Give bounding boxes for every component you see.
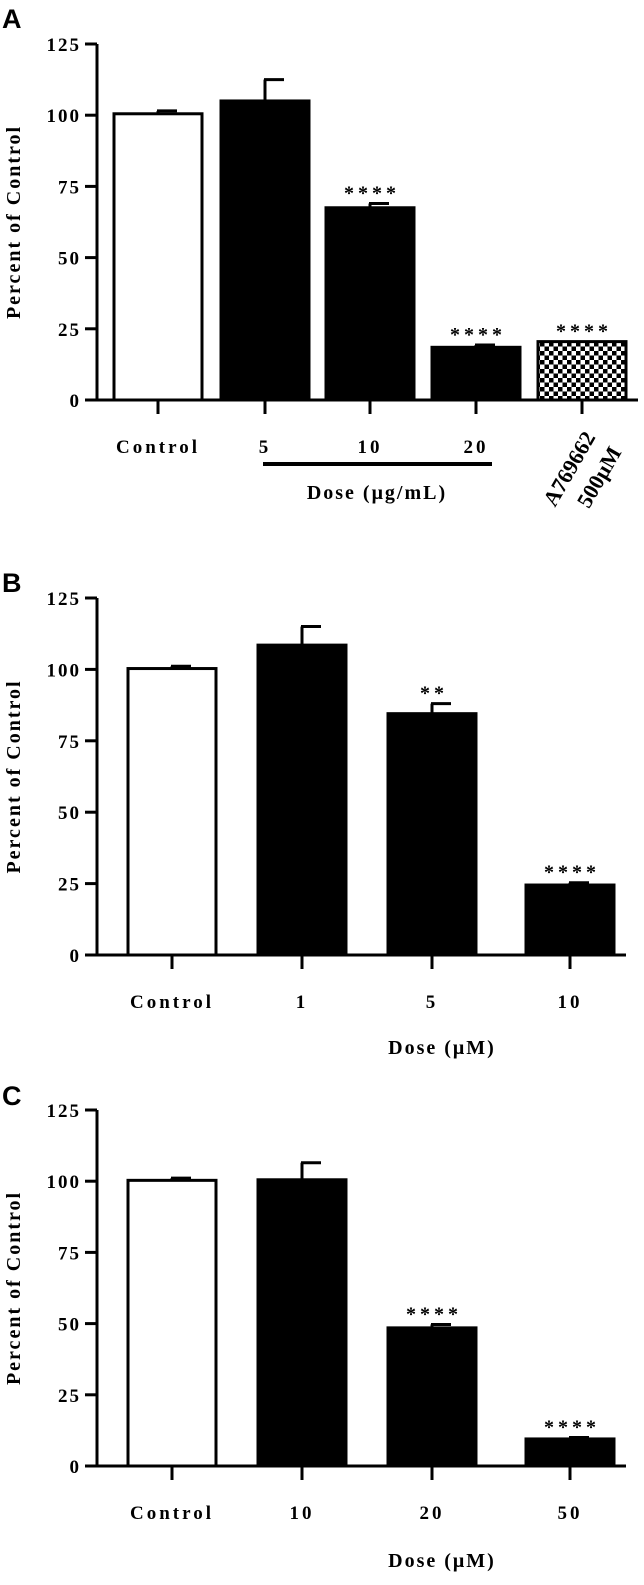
y-tick-label: 75 (58, 732, 81, 753)
y-tick-label: 50 (58, 803, 81, 824)
significance-label: **** (544, 862, 600, 884)
y-tick-label: 50 (58, 1315, 81, 1336)
significance-label: **** (406, 1303, 462, 1325)
y-tick-label: 0 (70, 391, 82, 412)
y-tick-label: 0 (70, 1457, 82, 1478)
significance-label: **** (344, 182, 400, 204)
chart-panel-c: C Percent of Control 0 25 50 75 100 125 **** ****… (2, 1081, 626, 1572)
panel-letter: C (2, 1081, 22, 1111)
bar (112, 112, 204, 402)
bar (386, 1326, 478, 1468)
y-tick-label: 125 (47, 35, 82, 56)
x-tick-label: Control (130, 1503, 214, 1524)
x-tick-label: 50 (558, 1503, 583, 1524)
y-tick-label: 0 (70, 946, 82, 967)
panel-letter: A (2, 4, 22, 34)
significance-label: **** (544, 1417, 600, 1439)
bar (524, 1437, 616, 1468)
bar (324, 206, 416, 402)
significance-label: **** (450, 324, 506, 346)
y-tick-label: 25 (58, 320, 81, 341)
y-tick-label: 125 (47, 589, 82, 610)
x-tick-label: Control (116, 437, 200, 458)
bar (126, 667, 218, 957)
bar (536, 340, 628, 402)
y-tick-label: 100 (47, 660, 82, 681)
x-tick-label-rotated: A769662500μM (538, 427, 627, 526)
bar (386, 712, 478, 957)
x-axis-title: Dose (μM) (388, 1550, 496, 1572)
x-tick-label: 5 (259, 437, 272, 458)
bar (256, 1178, 348, 1468)
significance-label: ** (420, 683, 448, 705)
x-tick-label: 10 (558, 992, 583, 1013)
x-tick-label: 20 (464, 437, 489, 458)
y-tick-label: 25 (58, 875, 81, 896)
chart-panel-a: A Percent of Control 0 25 50 75 100 125 **** ****… (2, 4, 638, 526)
y-tick-label: 100 (47, 1172, 82, 1193)
y-tick-label: 75 (58, 1243, 81, 1264)
y-axis-title: Percent of Control (3, 125, 25, 319)
x-axis-title: Dose (μM) (388, 1037, 496, 1059)
x-tick-label: 5 (426, 992, 439, 1013)
x-tick-label: Control (130, 992, 214, 1013)
bar (219, 99, 311, 402)
significance-label: **** (556, 321, 612, 343)
y-tick-label: 50 (58, 249, 81, 270)
group-label: Dose (μg/mL) (307, 482, 447, 504)
bar (256, 643, 348, 957)
bar (126, 1178, 218, 1468)
y-tick-label: 75 (58, 177, 81, 198)
x-tick-label: 1 (296, 992, 309, 1013)
panel-letter: B (2, 568, 22, 598)
y-axis-title: Percent of Control (3, 679, 25, 873)
x-tick-label: 20 (420, 1503, 445, 1524)
bar (524, 883, 616, 957)
y-axis-title: Percent of Control (3, 1191, 25, 1385)
x-tick-label: 10 (358, 437, 383, 458)
bar (430, 345, 522, 402)
y-tick-label: 125 (47, 1101, 82, 1122)
y-tick-label: 100 (47, 106, 82, 127)
x-tick-label: 10 (290, 1503, 315, 1524)
y-tick-label: 25 (58, 1386, 81, 1407)
